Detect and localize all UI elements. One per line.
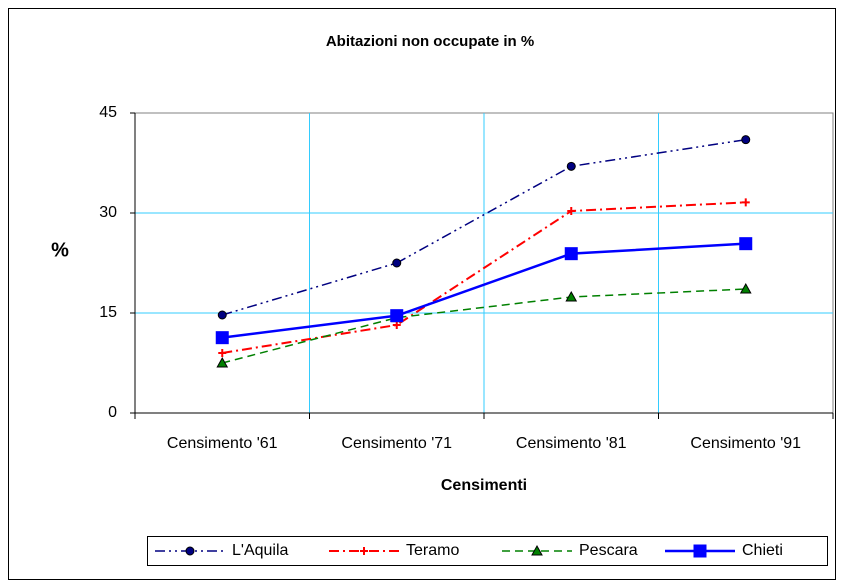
y-tick-label: 0 <box>108 404 117 421</box>
data-point <box>215 331 229 345</box>
data-point <box>741 135 751 145</box>
data-point <box>218 349 227 357</box>
legend-marker <box>531 544 543 556</box>
x-tick-label: Censimento '91 <box>690 435 801 452</box>
legend-label: Teramo <box>406 542 459 559</box>
data-point <box>216 356 229 368</box>
y-tick-label: 15 <box>99 304 117 321</box>
legend-label: Chieti <box>742 542 783 559</box>
y-tick-label: 30 <box>99 204 117 221</box>
data-point <box>741 198 750 207</box>
data-point <box>390 309 404 323</box>
chart-title: Abitazioni non occupate in % <box>326 33 534 50</box>
data-point <box>392 258 402 268</box>
data-point <box>567 207 576 215</box>
y-axis-label: % <box>51 239 69 261</box>
x-tick-label: Censimento '61 <box>167 435 278 452</box>
series-line <box>222 138 746 316</box>
data-point <box>566 161 576 171</box>
data-point <box>564 247 578 261</box>
x-axis-label: Censimenti <box>441 477 527 494</box>
series-line <box>222 288 746 364</box>
legend-marker <box>185 546 195 556</box>
y-tick-label: 45 <box>99 104 117 121</box>
x-tick-label: Censimento '81 <box>516 435 627 452</box>
data-point <box>392 321 401 329</box>
legend-marker <box>360 547 368 555</box>
data-point <box>739 282 752 294</box>
legend-label: Pescara <box>579 542 638 559</box>
series-line <box>222 242 746 339</box>
data-point <box>565 290 578 302</box>
series-line <box>222 201 746 354</box>
data-point <box>217 310 227 320</box>
legend-marker <box>693 544 707 558</box>
data-point <box>739 237 753 251</box>
legend-label: L'Aquila <box>232 542 289 559</box>
x-tick-label: Censimento '71 <box>341 435 452 452</box>
